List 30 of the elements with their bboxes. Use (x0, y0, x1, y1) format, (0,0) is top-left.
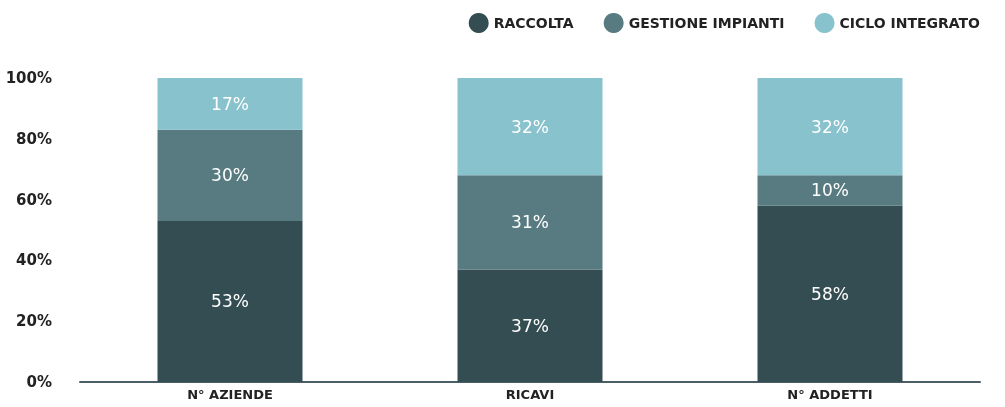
y-tick-label: 100% (5, 69, 52, 87)
data-label: 37% (511, 315, 549, 336)
legend-label: RACCOLTA (493, 15, 574, 31)
bar (457, 269, 603, 382)
bar (457, 175, 603, 270)
bar (457, 78, 603, 176)
data-label: 58% (811, 283, 849, 304)
bar (157, 220, 303, 382)
data-label: 17% (211, 93, 249, 114)
bar (757, 205, 903, 382)
data-label: 31% (511, 212, 549, 233)
data-label: 32% (811, 116, 849, 137)
legend-label: CICLO INTEGRATO (839, 15, 981, 31)
data-label: 10% (811, 180, 849, 201)
y-tick-label: 40% (16, 251, 52, 270)
bar (757, 175, 903, 206)
bar (757, 78, 903, 176)
y-tick-label: 60% (16, 190, 52, 209)
bar (157, 129, 303, 221)
bar (157, 78, 303, 130)
data-label: 32% (511, 116, 549, 137)
y-tick-label: 80% (16, 129, 52, 148)
legend-label: GESTIONE IMPIANTI (628, 15, 785, 31)
x-tick-label: RICAVI (505, 387, 555, 402)
y-tick-label: 20% (16, 312, 52, 331)
data-label: 53% (211, 291, 249, 312)
data-label: 30% (211, 165, 249, 186)
y-tick-label: 0% (26, 373, 52, 391)
x-tick-label: N° AZIENDE (187, 387, 273, 402)
x-tick-label: N° ADDETTI (787, 387, 873, 402)
